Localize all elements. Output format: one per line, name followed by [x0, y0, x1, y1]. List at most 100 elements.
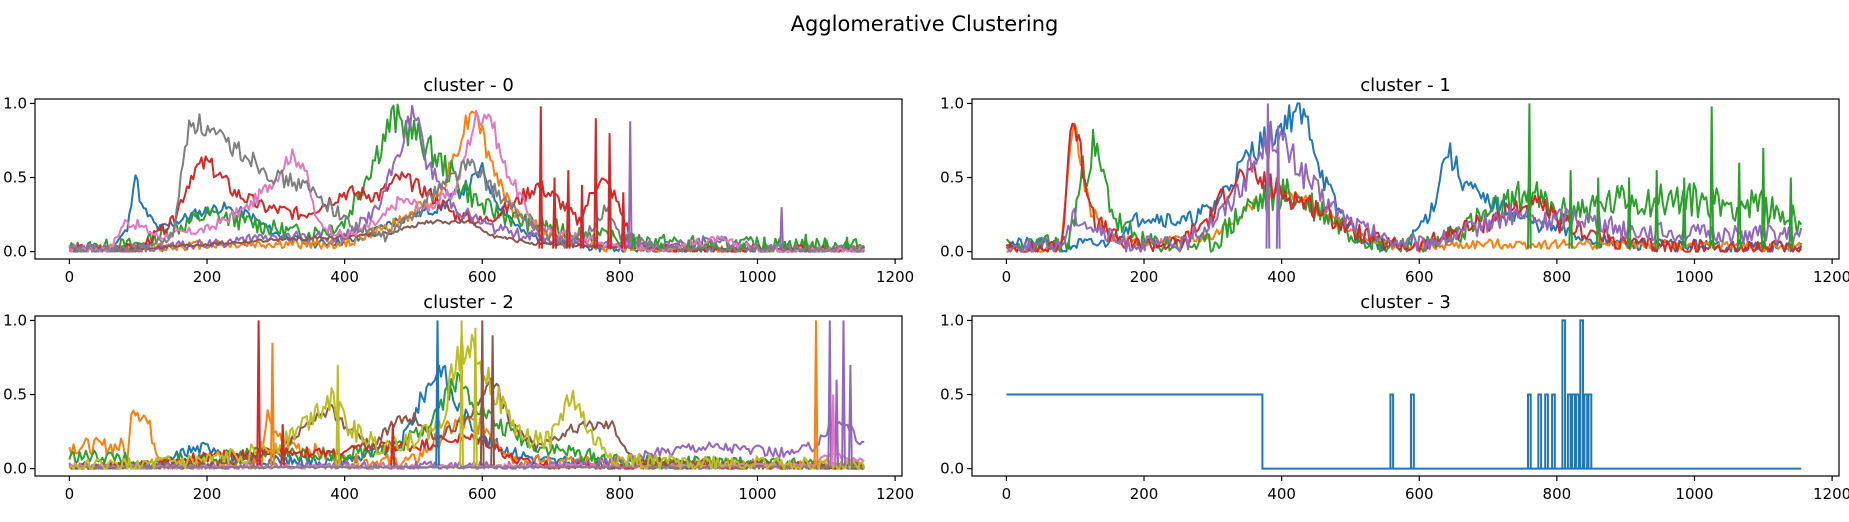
x-tick-label: 800 [606, 485, 635, 503]
y-tick-label: 0.5 [940, 386, 964, 404]
spike-mark [658, 242, 664, 249]
x-tick-label: 1000 [1675, 485, 1713, 503]
y-tick-label: 0.5 [3, 169, 27, 187]
axes-frame [971, 98, 1840, 260]
spike-mark [270, 342, 275, 466]
subplot-3: 0 200 400 600 800 1000 1200 0.0 0.5 1.0 cluster - … [940, 292, 1849, 503]
series-line [68, 331, 866, 470]
spike-mark [803, 233, 808, 249]
subplot-title: cluster - 3 [1360, 292, 1451, 313]
x-tick-label: 600 [468, 485, 497, 503]
y-tick-label: 0.0 [940, 243, 964, 261]
y-tick-label: 1.0 [3, 311, 27, 329]
subplot-0: 0 200 400 600 800 1000 1200 0.0 0.5 1.0 cluster - … [3, 75, 914, 286]
y-tick-label: 1.0 [940, 311, 964, 329]
spike-mark [538, 106, 544, 249]
x-tick-label: 400 [330, 268, 359, 286]
axes-frame [34, 98, 903, 260]
spike-mark [834, 379, 839, 466]
spike-mark [779, 207, 784, 249]
spike-mark [848, 364, 853, 466]
spike-mark [1626, 177, 1632, 249]
pulse-mark [1587, 393, 1593, 469]
x-tick-label: 800 [1543, 485, 1572, 503]
spike-mark [1595, 177, 1601, 249]
subplot-title: cluster - 1 [1360, 75, 1451, 96]
subplot-2: 0 200 400 600 800 1000 1200 0.0 0.5 1.0 cluster - … [3, 292, 914, 503]
spike-mark [490, 335, 495, 466]
x-tick-label: 200 [1130, 268, 1159, 286]
spike-mark [1265, 103, 1271, 249]
pulse-mark [1389, 393, 1395, 469]
series-line [1006, 102, 1803, 253]
spike-mark [593, 118, 599, 249]
pulse-mark [1571, 393, 1576, 469]
subplot-title: cluster - 2 [423, 292, 514, 313]
x-tick-label: 1200 [876, 485, 914, 503]
x-tick-label: 0 [1002, 268, 1012, 286]
spike-mark [459, 320, 464, 466]
series-line [68, 113, 865, 253]
spike-mark [1788, 177, 1794, 249]
spike-mark [782, 241, 788, 249]
spike-mark [1654, 170, 1659, 249]
spike-mark [256, 320, 261, 466]
x-tick-label: 600 [1405, 268, 1434, 286]
spike-mark [620, 192, 626, 249]
x-tick-label: 400 [1267, 485, 1296, 503]
series-line [1006, 393, 1802, 470]
x-tick-label: 400 [1267, 268, 1296, 286]
spike-mark [1760, 147, 1766, 249]
plot-area [68, 320, 866, 470]
x-tick-label: 0 [65, 268, 75, 286]
spike-mark [686, 239, 692, 249]
y-tick-label: 1.0 [3, 94, 27, 112]
spike-mark [1709, 106, 1715, 249]
spike-mark [473, 327, 478, 466]
pulse-mark [1579, 319, 1584, 469]
x-tick-label: 600 [468, 268, 497, 286]
spike-mark [335, 364, 341, 466]
spike-mark [579, 184, 585, 249]
x-tick-label: 600 [1405, 485, 1434, 503]
axes-frame [971, 315, 1840, 477]
series-line [69, 465, 865, 469]
spike-mark [741, 242, 747, 249]
spike-mark [1568, 170, 1573, 249]
x-tick-label: 200 [1130, 485, 1159, 503]
spike-mark [631, 233, 636, 249]
spike-mark [435, 320, 440, 466]
series-line [68, 377, 865, 470]
spike-mark [552, 177, 557, 249]
y-tick-label: 0.0 [940, 460, 964, 478]
pulse-mark [1561, 319, 1567, 469]
spike-mark [479, 320, 485, 466]
figure-title: Agglomerative Clustering [790, 12, 1059, 36]
spike-mark [565, 170, 571, 249]
pulse-mark [1583, 393, 1589, 469]
y-tick-label: 1.0 [940, 94, 964, 112]
pulse-mark [1566, 393, 1572, 469]
x-tick-label: 400 [330, 485, 359, 503]
spike-mark [1275, 125, 1281, 249]
x-tick-label: 1200 [1813, 268, 1849, 286]
pulse-mark [1551, 393, 1556, 469]
spike-mark [823, 239, 829, 249]
spike-mark [762, 236, 767, 249]
pulse-mark [1544, 393, 1549, 469]
spike-mark [280, 424, 286, 466]
x-tick-label: 800 [1543, 268, 1572, 286]
series-line [69, 219, 865, 253]
spike-mark [1736, 162, 1742, 249]
x-tick-label: 200 [193, 485, 222, 503]
x-tick-label: 1000 [738, 268, 776, 286]
series-line [1005, 122, 1803, 253]
x-tick-label: 1200 [876, 268, 914, 286]
spike-mark [813, 320, 819, 466]
x-tick-label: 1000 [1675, 268, 1713, 286]
x-tick-label: 0 [1002, 485, 1012, 503]
y-tick-label: 0.0 [3, 460, 27, 478]
plot-area [1006, 319, 1802, 470]
plot-area [68, 103, 866, 253]
